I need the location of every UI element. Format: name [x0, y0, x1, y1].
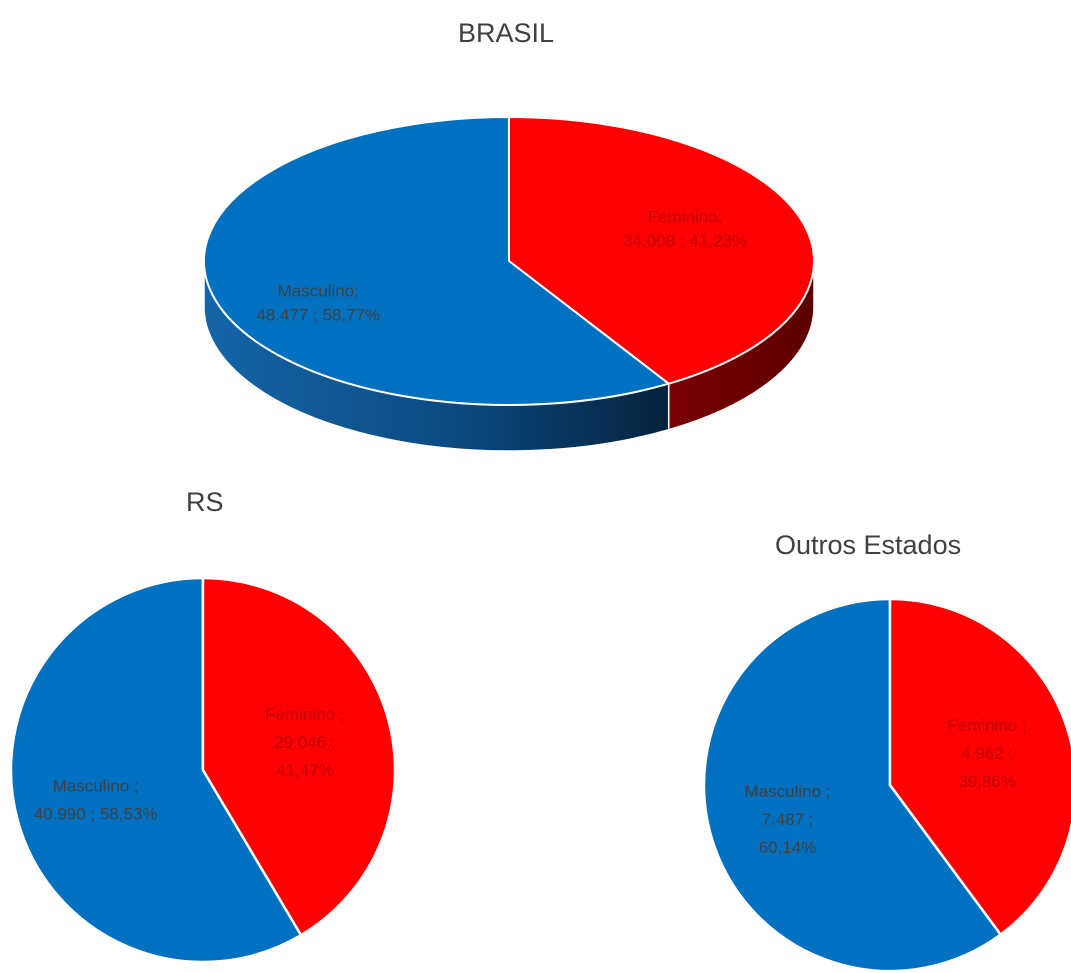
data-label-feminino: Feminino ; 29.046 ; 41,47%: [265, 705, 344, 780]
pie-outros-estados: Masculino ; 7.487 ; 60,14% Feminino ; 4.962 …: [702, 597, 1071, 973]
data-label-feminino-line: 4.962 ;: [961, 744, 1013, 763]
data-label-feminino: Feminino; 34.008 ; 41,23%: [623, 207, 747, 250]
pie-brasil: Masculino; 48.477 ; 58,77% Feminino; 34.008…: [203, 115, 815, 452]
pie-slice-feminino: [888, 597, 1071, 937]
chart-title-outros-estados: Outros Estados: [775, 530, 962, 560]
data-label-masculino-line: 48.477 ; 58,77%: [256, 305, 380, 324]
data-label-feminino-line: 34.008 ; 41,23%: [623, 231, 747, 250]
pie-slice-feminino: [508, 115, 815, 385]
data-label-masculino-line: 40.990 ; 58,53%: [34, 804, 158, 823]
data-label-feminino-line: Feminino ;: [265, 705, 344, 724]
data-label-feminino-line: Feminino ;: [947, 716, 1026, 735]
pie-rs: Masculino ; 40.990 ; 58,53% Feminino ; 29.0…: [9, 576, 397, 964]
pie-slice-feminino: [201, 576, 397, 937]
pie-slice-masculino: [702, 597, 1003, 973]
data-label-masculino-line: 7.487 ;: [762, 810, 814, 829]
chart-title-brasil: BRASIL: [458, 18, 555, 48]
data-label-masculino-line: Masculino;: [278, 281, 359, 300]
data-label-feminino-line: 29.046 ;: [274, 733, 335, 752]
pie-slice-masculino: [203, 115, 671, 406]
data-label-feminino: Feminino ; 4.962 ; 39,86%: [947, 716, 1026, 791]
data-label-masculino-line: Masculino ;: [53, 776, 139, 795]
data-label-masculino-line: 60,14%: [759, 838, 817, 857]
pie-slice-masculino: [9, 576, 303, 964]
data-label-masculino: Masculino; 48.477 ; 58,77%: [256, 281, 380, 324]
data-label-feminino-line: Feminino;: [648, 207, 723, 226]
data-label-feminino-line: 39,86%: [958, 772, 1016, 791]
data-label-masculino: Masculino ; 7.487 ; 60,14%: [745, 782, 831, 857]
chart-title-rs: RS: [186, 487, 224, 517]
data-label-masculino-line: Masculino ;: [745, 782, 831, 801]
data-label-masculino: Masculino ; 40.990 ; 58,53%: [34, 776, 158, 823]
data-label-feminino-line: 41,47%: [276, 761, 334, 780]
